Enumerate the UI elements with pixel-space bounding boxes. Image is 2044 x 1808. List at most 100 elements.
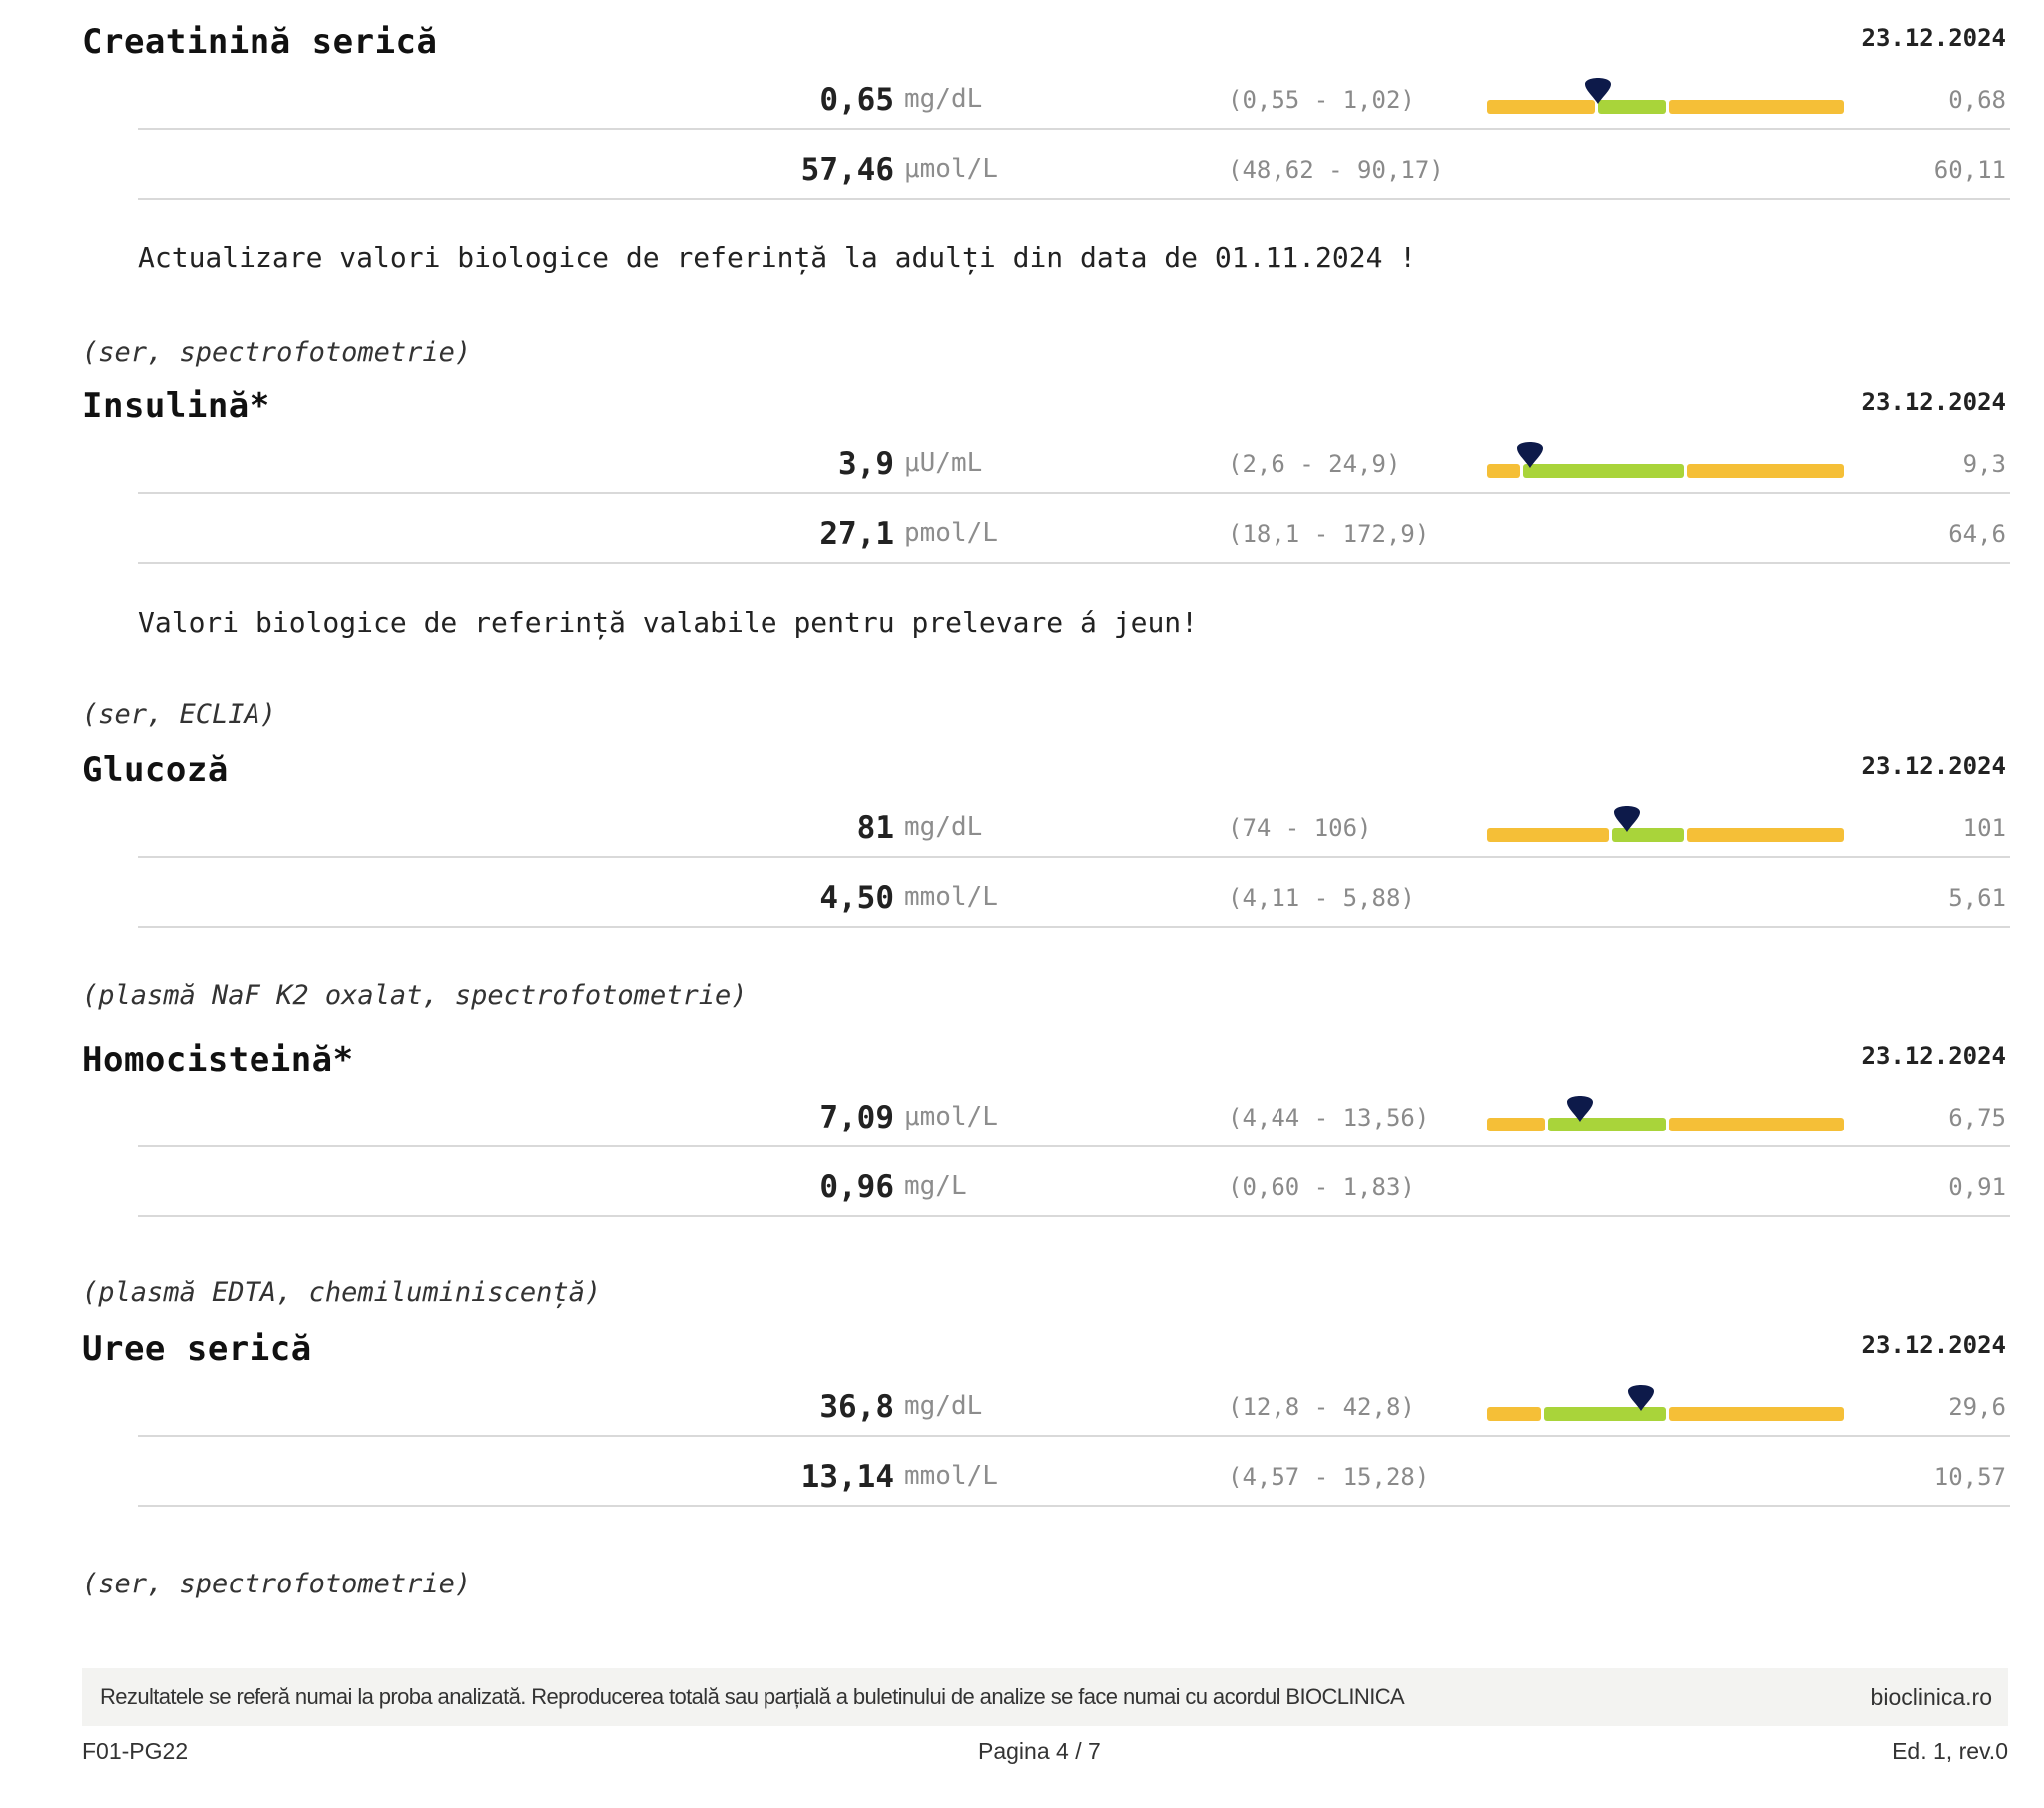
result-row-converted: 57,46 μmol/L (48,62 - 90,17) 60,11 (0, 140, 2044, 200)
result-row-primary: 7,09 μmol/L (4,44 - 13,56) 6,75 (0, 1088, 2044, 1147)
gauge-high-segment (1669, 1407, 1844, 1421)
value-marker-icon (1517, 442, 1543, 468)
gauge-low-segment (1487, 1407, 1541, 1421)
result-unit: mg/L (904, 1171, 967, 1201)
result-row-converted: 4,50 mmol/L (4,11 - 5,88) 5,61 (0, 868, 2044, 928)
result-row-primary: 3,9 μU/mL (2,6 - 24,9) 9,3 (0, 434, 2044, 494)
result-row-primary: 81 mg/dL (74 - 106) 101 (0, 798, 2044, 858)
value-marker-icon (1614, 806, 1640, 832)
row-divider (138, 1505, 2010, 1507)
result-value: 7,09 (819, 1100, 894, 1135)
test-method: (plasmă NaF K2 oxalat, spectrofotometrie… (82, 980, 748, 1011)
result-value: 3,9 (838, 446, 894, 482)
reference-range: (74 - 106) (1228, 814, 1372, 842)
result-unit: pmol/L (904, 518, 998, 548)
test-title: Homocisteină* (82, 1040, 354, 1080)
row-divider (138, 1435, 2010, 1437)
row-divider (138, 1215, 2010, 1217)
reference-gauge (1487, 442, 1844, 478)
test-block: Creatinină serică 23.12.2024 0,65 mg/dL (0,5… (0, 22, 2044, 377)
result-value: 81 (856, 810, 894, 846)
reference-range: (4,11 - 5,88) (1228, 884, 1415, 912)
value-marker-icon (1628, 1385, 1654, 1411)
gauge-high-segment (1669, 100, 1844, 114)
gauge-normal-segment (1544, 1407, 1666, 1421)
test-date: 23.12.2024 (1861, 1042, 2007, 1070)
value-marker-icon (1567, 1096, 1593, 1122)
result-unit: μU/mL (904, 448, 983, 478)
reference-gauge (1487, 78, 1844, 114)
previous-value: 6,75 (1948, 1104, 2006, 1131)
reference-gauge (1487, 1385, 1844, 1421)
result-row-converted: 27,1 pmol/L (18,1 - 172,9) 64,6 (0, 504, 2044, 564)
footer-band: Rezultatele se referă numai la proba ana… (82, 1668, 2008, 1726)
footer-form-code: F01-PG22 (82, 1738, 189, 1764)
gauge-low-segment (1487, 100, 1595, 114)
reference-range: (48,62 - 90,17) (1228, 156, 1444, 184)
result-value: 4,50 (819, 880, 894, 916)
test-block: Homocisteină* 23.12.2024 7,09 μmol/L (4,44 -… (0, 1040, 2044, 1317)
previous-value: 9,3 (1962, 450, 2006, 478)
test-method: (ser, spectrofotometrie) (82, 337, 472, 368)
reference-range: (2,6 - 24,9) (1228, 450, 1401, 478)
test-method: (ser, ECLIA) (82, 699, 277, 730)
test-title: Glucoză (82, 750, 229, 790)
gauge-low-segment (1487, 464, 1520, 478)
gauge-high-segment (1687, 464, 1844, 478)
row-divider (138, 128, 2010, 130)
gauge-normal-segment (1523, 464, 1684, 478)
row-divider (138, 562, 2010, 564)
previous-value: 5,61 (1948, 884, 2006, 912)
previous-value: 0,91 (1948, 1173, 2006, 1201)
previous-value: 64,6 (1948, 520, 2006, 548)
gauge-high-segment (1669, 1118, 1844, 1131)
test-date: 23.12.2024 (1861, 24, 2007, 52)
test-method: (ser, spectrofotometrie) (82, 1569, 472, 1599)
result-row-converted: 0,96 mg/L (0,60 - 1,83) 0,91 (0, 1157, 2044, 1217)
gauge-normal-segment (1612, 828, 1684, 842)
gauge-normal-segment (1598, 100, 1666, 114)
footer-page-number: Pagina 4 / 7 (978, 1738, 1101, 1764)
footer-disclaimer: Rezultatele se referă numai la proba ana… (100, 1684, 1405, 1709)
result-value: 57,46 (800, 152, 894, 188)
result-value: 0,65 (819, 82, 894, 118)
test-block: Glucoză 23.12.2024 81 mg/dL (74 - 106) 101 4,5… (0, 750, 2044, 1020)
test-date: 23.12.2024 (1861, 752, 2007, 780)
previous-value: 0,68 (1948, 86, 2006, 114)
reference-range: (4,57 - 15,28) (1228, 1463, 1430, 1491)
result-row-primary: 36,8 mg/dL (12,8 - 42,8) 29,6 (0, 1377, 2044, 1437)
previous-value: 29,6 (1948, 1393, 2006, 1421)
result-value: 27,1 (819, 516, 894, 552)
result-value: 0,96 (819, 1169, 894, 1205)
reference-range: (0,60 - 1,83) (1228, 1173, 1415, 1201)
test-note: Valori biologice de referință valabile p… (138, 606, 1199, 639)
result-unit: mmol/L (904, 1461, 998, 1491)
test-date: 23.12.2024 (1861, 1331, 2007, 1359)
result-row-converted: 13,14 mmol/L (4,57 - 15,28) 10,57 (0, 1447, 2044, 1507)
row-divider (138, 492, 2010, 494)
footer-website-link[interactable]: bioclinica.ro (1870, 1684, 1992, 1710)
reference-gauge (1487, 1096, 1844, 1131)
test-title: Uree serică (82, 1329, 312, 1369)
test-method: (plasmă EDTA, chemiluminiscență) (82, 1277, 602, 1308)
result-unit: mmol/L (904, 882, 998, 912)
previous-value: 60,11 (1933, 156, 2006, 184)
reference-range: (4,44 - 13,56) (1228, 1104, 1430, 1131)
reference-gauge (1487, 806, 1844, 842)
result-value: 13,14 (800, 1459, 894, 1495)
reference-range: (12,8 - 42,8) (1228, 1393, 1415, 1421)
test-title: Creatinină serică (82, 22, 438, 62)
row-divider (138, 1145, 2010, 1147)
footer-edition: Ed. 1, rev.0 (1892, 1738, 2008, 1764)
row-divider (138, 926, 2010, 928)
value-marker-icon (1585, 78, 1611, 104)
result-unit: μmol/L (904, 154, 998, 184)
result-unit: mg/dL (904, 812, 983, 842)
gauge-normal-segment (1548, 1118, 1666, 1131)
test-block: Uree serică 23.12.2024 36,8 mg/dL (12,8 - 42… (0, 1329, 2044, 1608)
reference-range: (0,55 - 1,02) (1228, 86, 1415, 114)
result-unit: μmol/L (904, 1102, 998, 1131)
row-divider (138, 856, 2010, 858)
previous-value: 101 (1962, 814, 2006, 842)
